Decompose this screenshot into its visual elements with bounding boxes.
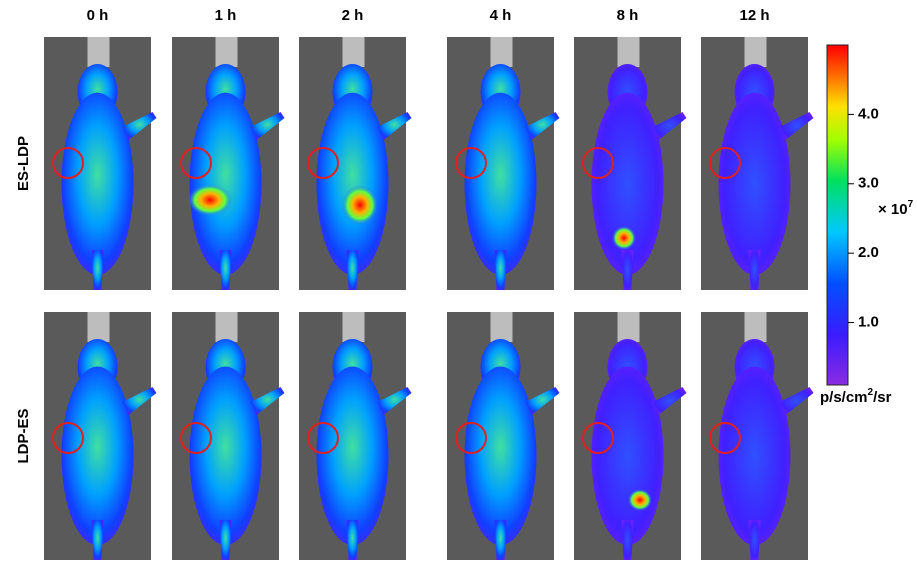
column-label: 2 h bbox=[342, 7, 364, 24]
mouse-image bbox=[172, 37, 285, 290]
mouse-body bbox=[189, 92, 262, 275]
mouse-tail bbox=[219, 520, 232, 560]
mouse-image bbox=[701, 312, 814, 560]
mouse-tail bbox=[748, 520, 761, 560]
mouse-image bbox=[447, 312, 560, 560]
roi-circle bbox=[582, 147, 614, 179]
mouse-leg bbox=[122, 387, 157, 415]
tube bbox=[617, 37, 640, 67]
mouse-image bbox=[44, 37, 157, 290]
mouse-body bbox=[61, 92, 134, 275]
colorbar-tick-label: 2.0 bbox=[858, 244, 879, 261]
mouse-body bbox=[718, 92, 791, 275]
mouse-tail bbox=[748, 250, 761, 290]
mouse-leg bbox=[779, 387, 814, 415]
mouse-tail bbox=[91, 250, 104, 290]
column-label: 8 h bbox=[617, 7, 639, 24]
mouse-tail bbox=[346, 520, 359, 560]
mouse-tail bbox=[621, 250, 634, 290]
tube bbox=[87, 37, 110, 67]
roi-circle bbox=[180, 147, 212, 179]
tube bbox=[490, 312, 513, 342]
mouse-image bbox=[574, 37, 687, 290]
mouse-body bbox=[316, 366, 389, 546]
mouse-image bbox=[574, 312, 687, 560]
roi-circle bbox=[307, 422, 339, 454]
roi-circle bbox=[582, 422, 614, 454]
tube bbox=[617, 312, 640, 342]
roi-circle bbox=[709, 147, 741, 179]
roi-circle bbox=[180, 422, 212, 454]
mouse-leg bbox=[250, 387, 285, 415]
signal-spot bbox=[628, 489, 652, 511]
mouse-tail bbox=[346, 250, 359, 290]
column-label: 1 h bbox=[215, 7, 237, 24]
signal-spot bbox=[612, 226, 636, 250]
roi-circle bbox=[307, 147, 339, 179]
mouse-image bbox=[447, 37, 560, 290]
tube bbox=[215, 312, 238, 342]
colorbar-tick-label: 3.0 bbox=[858, 175, 879, 192]
column-label: 4 h bbox=[490, 7, 512, 24]
mouse-image bbox=[44, 312, 157, 560]
mouse-tail bbox=[621, 520, 634, 560]
mouse-image bbox=[299, 37, 412, 290]
mouse-tail bbox=[494, 520, 507, 560]
mouse-leg bbox=[525, 387, 560, 415]
signal-spot bbox=[188, 184, 232, 216]
mouse-body bbox=[718, 366, 791, 546]
mouse-leg bbox=[779, 112, 814, 140]
column-label: 12 h bbox=[739, 7, 769, 24]
tube bbox=[87, 312, 110, 342]
roi-circle bbox=[52, 147, 84, 179]
roi-circle bbox=[455, 147, 487, 179]
colorbar-tick-label: 4.0 bbox=[858, 105, 879, 122]
tube bbox=[215, 37, 238, 67]
mouse-body bbox=[316, 92, 389, 275]
panels bbox=[44, 37, 814, 560]
mouse-body bbox=[591, 366, 664, 546]
row-label: LDP-ES bbox=[15, 408, 32, 463]
tube bbox=[490, 37, 513, 67]
mouse-body bbox=[189, 366, 262, 546]
colorbar-multiplier: × 107 bbox=[878, 199, 914, 218]
mouse-image bbox=[701, 37, 814, 290]
colorbar bbox=[826, 44, 849, 386]
mouse-image bbox=[172, 312, 285, 560]
tube bbox=[342, 312, 365, 342]
colorbar-tick-label: 1.0 bbox=[858, 314, 879, 331]
column-label: 0 h bbox=[87, 7, 109, 24]
roi-circle bbox=[455, 422, 487, 454]
mouse-body bbox=[464, 366, 537, 546]
mouse-leg bbox=[652, 387, 687, 415]
mouse-image bbox=[299, 312, 412, 560]
tube bbox=[342, 37, 365, 67]
mouse-body bbox=[464, 92, 537, 275]
roi-circle bbox=[52, 422, 84, 454]
tube bbox=[744, 37, 767, 67]
mouse-leg bbox=[250, 112, 285, 140]
colorbar-unit: p/s/cm2/sr bbox=[820, 387, 892, 406]
signal-spot bbox=[342, 185, 378, 225]
mouse-leg bbox=[525, 112, 560, 140]
mouse-body bbox=[591, 92, 664, 275]
mouse-leg bbox=[652, 112, 687, 140]
tube bbox=[744, 312, 767, 342]
mouse-tail bbox=[91, 520, 104, 560]
roi-circle bbox=[709, 422, 741, 454]
mouse-tail bbox=[219, 250, 232, 290]
mouse-tail bbox=[494, 250, 507, 290]
mouse-body bbox=[61, 366, 134, 546]
mouse-leg bbox=[377, 387, 412, 415]
mouse-leg bbox=[377, 112, 412, 140]
mouse-leg bbox=[122, 112, 157, 140]
row-label: ES-LDP bbox=[15, 136, 32, 191]
